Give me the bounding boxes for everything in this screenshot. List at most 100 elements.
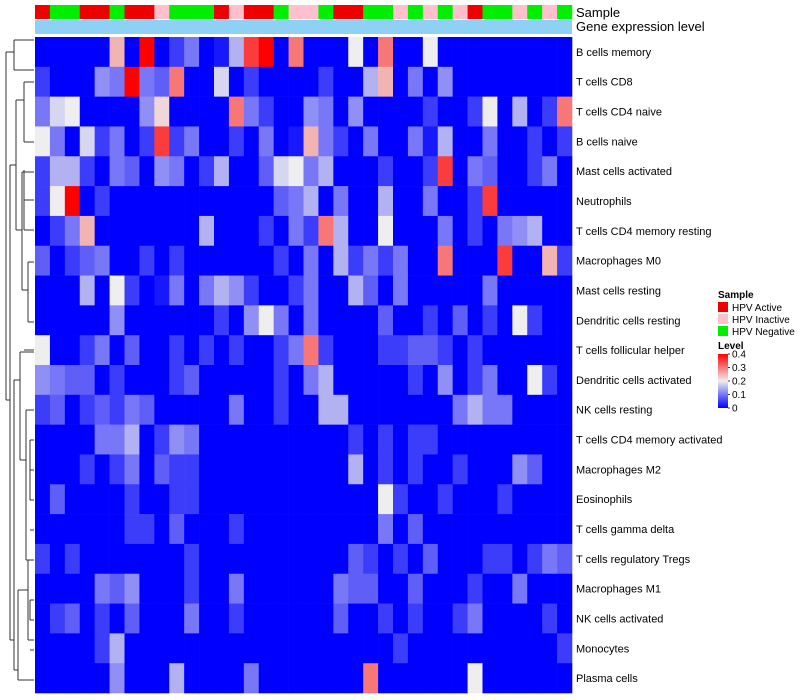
heatmap-cell xyxy=(49,275,66,306)
heatmap-cell xyxy=(363,215,379,247)
heatmap-cell xyxy=(333,245,349,276)
expression-annotation-bar xyxy=(35,20,572,34)
sample-legend-swatch xyxy=(718,314,728,324)
heatmap-cell xyxy=(482,514,498,545)
heatmap-cell xyxy=(79,186,95,217)
heatmap-cell xyxy=(214,484,230,515)
heatmap-cell xyxy=(273,156,289,187)
heatmap-cell xyxy=(139,66,155,97)
heatmap-cell xyxy=(184,305,200,336)
heatmap-cell xyxy=(393,454,409,485)
heatmap-cell xyxy=(512,156,528,187)
heatmap-cell xyxy=(482,663,498,694)
heatmap-cell xyxy=(363,633,379,664)
sample-annotation-cell xyxy=(497,5,513,19)
heatmap-cell xyxy=(109,454,125,485)
heatmap-cell xyxy=(348,335,364,366)
heatmap-cell xyxy=(109,305,125,336)
heatmap-cell xyxy=(258,454,274,485)
heatmap-cell xyxy=(273,454,289,485)
heatmap-cell xyxy=(467,633,483,664)
heatmap-cell xyxy=(258,275,274,306)
heatmap-cell xyxy=(243,126,260,157)
heatmap-cell xyxy=(422,394,439,425)
heatmap-cell xyxy=(527,245,543,276)
heatmap-cell xyxy=(378,365,394,396)
heatmap-cell xyxy=(214,275,230,306)
heatmap-cell xyxy=(288,66,304,97)
heatmap-cell xyxy=(199,335,215,366)
heatmap-cell xyxy=(557,245,573,276)
heatmap-cell xyxy=(79,335,95,366)
heatmap-cell xyxy=(557,573,573,604)
heatmap-cell xyxy=(243,573,260,604)
heatmap-cell xyxy=(378,215,394,247)
heatmap-cell xyxy=(258,573,274,604)
heatmap-cell xyxy=(318,484,334,515)
heatmap-cell xyxy=(139,186,155,217)
heatmap-cell xyxy=(139,335,155,366)
heatmap-cell xyxy=(497,126,513,157)
heatmap-cell xyxy=(94,603,110,634)
heatmap-cell xyxy=(437,335,453,366)
heatmap-cell xyxy=(542,275,558,306)
heatmap-cell xyxy=(124,484,140,515)
heatmap-cell xyxy=(437,305,453,336)
heatmap-cell xyxy=(35,424,51,455)
heatmap-cell xyxy=(228,484,245,515)
heatmap-cell xyxy=(228,454,245,485)
sample-annotation-cell xyxy=(422,5,439,19)
heatmap-cell xyxy=(512,663,528,694)
heatmap-cell xyxy=(199,365,215,396)
expression-level-bar xyxy=(35,20,572,34)
heatmap-cell xyxy=(49,126,66,157)
heatmap-cell xyxy=(333,186,349,217)
heatmap-cell xyxy=(288,633,304,664)
heatmap-cell xyxy=(333,484,349,515)
heatmap-cell xyxy=(124,603,140,634)
heatmap-cell xyxy=(139,603,155,634)
heatmap-cell xyxy=(154,365,170,396)
heatmap-cell xyxy=(497,424,513,455)
heatmap-cell xyxy=(512,365,528,396)
heatmap-cell xyxy=(527,365,543,396)
heatmap-cell xyxy=(154,454,170,485)
heatmap-cell xyxy=(557,37,573,68)
heatmap-cell xyxy=(542,66,558,97)
heatmap-cell xyxy=(422,424,439,455)
heatmap-cell xyxy=(169,365,185,396)
heatmap-cell xyxy=(184,663,200,694)
row-label: Macrophages M0 xyxy=(576,256,661,268)
heatmap-cell xyxy=(64,424,81,455)
heatmap-cell xyxy=(378,126,394,157)
heatmap-cell xyxy=(169,37,185,68)
heatmap-cell xyxy=(184,96,200,127)
heatmap-cell xyxy=(109,275,125,306)
heatmap-cell xyxy=(333,663,349,694)
heatmap-cell xyxy=(363,66,379,97)
heatmap-cell xyxy=(452,156,468,187)
heatmap-cell xyxy=(467,663,483,694)
heatmap-cell xyxy=(49,186,66,217)
heatmap-cell xyxy=(303,394,319,425)
heatmap-cell xyxy=(407,96,424,127)
heatmap-cell xyxy=(422,215,439,247)
level-tick-label: 0 xyxy=(732,404,738,415)
heatmap-cell xyxy=(393,37,409,68)
heatmap-cell xyxy=(35,454,51,485)
heatmap-cell xyxy=(94,335,110,366)
heatmap-cell xyxy=(169,424,185,455)
heatmap-cell xyxy=(407,394,424,425)
heatmap-cell xyxy=(407,335,424,366)
heatmap-cell xyxy=(407,543,424,575)
heatmap-cell xyxy=(497,186,513,217)
heatmap-cell xyxy=(527,603,543,634)
heatmap-cell xyxy=(49,305,66,336)
heatmap-cell xyxy=(199,126,215,157)
heatmap-cell xyxy=(333,633,349,664)
heatmap-cell xyxy=(333,66,349,97)
heatmap-cell xyxy=(378,335,394,366)
heatmap-cell xyxy=(333,573,349,604)
heatmap-cell xyxy=(109,424,125,455)
heatmap-cell xyxy=(94,365,110,396)
